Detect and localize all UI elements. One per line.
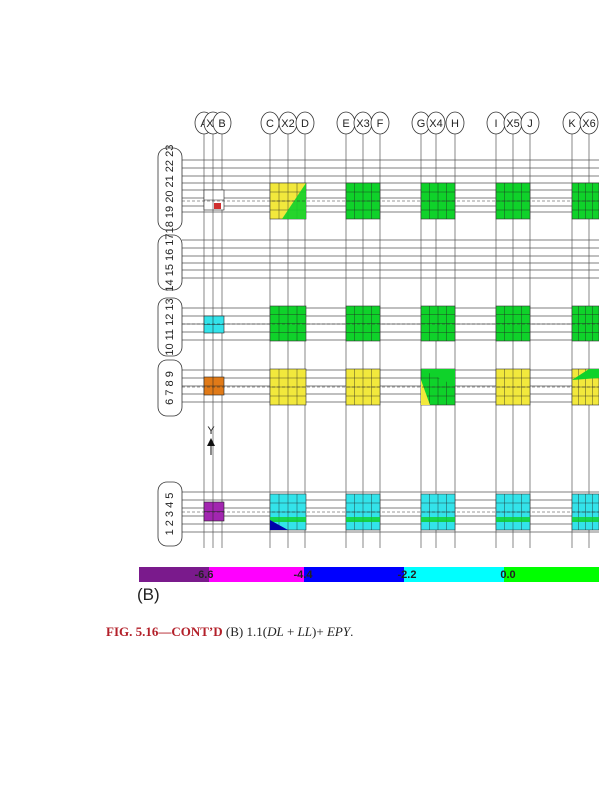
top-grid-bubble-label: X4 bbox=[429, 118, 442, 130]
caption-prefix: 1.1( bbox=[246, 624, 268, 639]
top-grid-bubble-label: F bbox=[377, 118, 384, 130]
left-grid-bubble-group bbox=[157, 147, 183, 231]
caption-term-dl: DL bbox=[267, 624, 284, 639]
caption-end: . bbox=[350, 624, 354, 639]
top-grid-bubble-label: H bbox=[451, 118, 459, 130]
contour-gradient-band bbox=[346, 517, 380, 522]
top-grid-bubble-label: E bbox=[342, 118, 349, 130]
contour-gradient-wedge bbox=[421, 369, 455, 386]
caption-panel: (B) bbox=[225, 624, 244, 639]
contour-gradient-band bbox=[496, 517, 530, 522]
contour-gradient-wedge bbox=[572, 369, 599, 380]
top-grid-bubble-label: G bbox=[417, 118, 426, 130]
left-grid-bubble-group bbox=[157, 297, 183, 357]
top-grid-bubble-label: X6 bbox=[582, 118, 595, 130]
left-grid-bubble-label: 18 19 20 21 22 23 bbox=[164, 145, 176, 234]
top-grid-bubble-label: X2 bbox=[281, 118, 294, 130]
left-grid-bubble-label: 14 15 16 17 bbox=[164, 233, 176, 291]
left-grid-bubble-label: 1 2 3 4 5 bbox=[164, 493, 176, 536]
color-scale-segment bbox=[139, 567, 209, 582]
y-axis-label: Y bbox=[207, 425, 215, 437]
left-grid-bubble-label: 10 11 12 13 bbox=[164, 298, 176, 355]
contour-gradient-band bbox=[270, 517, 306, 522]
color-scale-label: -6.6 bbox=[195, 569, 214, 581]
top-grid-bubble-label: X5 bbox=[506, 118, 519, 130]
color-scale-segment bbox=[209, 567, 304, 582]
color-scale-label: -2.2 bbox=[398, 569, 417, 581]
caption-mid: )+ bbox=[312, 624, 327, 639]
top-grid-bubble-label: J bbox=[527, 118, 533, 130]
y-axis-arrowhead bbox=[207, 438, 215, 446]
patch-accent bbox=[214, 203, 221, 209]
contour-gradient-wedge bbox=[270, 520, 288, 530]
contour-gradient-band bbox=[572, 517, 599, 522]
top-grid-bubble-label: C bbox=[266, 118, 274, 130]
panel-label: (B) bbox=[137, 585, 160, 604]
figure-label: FIG. 5.16—CONT’D bbox=[106, 624, 223, 639]
left-grid-bubble-group bbox=[157, 481, 183, 547]
figure-caption: FIG. 5.16—CONT’D (B) 1.1(DL + LL)+ EPY. bbox=[106, 624, 353, 640]
color-scale-label: 0.0 bbox=[500, 569, 515, 581]
top-grid-bubble-label: X3 bbox=[356, 118, 369, 130]
left-grid-bubble-group bbox=[157, 234, 183, 291]
top-grid-bubble-label: K bbox=[568, 118, 576, 130]
contour-gradient-band bbox=[421, 517, 455, 522]
caption-plus: + bbox=[283, 624, 298, 639]
caption-term-ll: LL bbox=[297, 624, 313, 639]
top-grid-bubble-label: B bbox=[218, 118, 225, 130]
top-grid-bubble-label: D bbox=[301, 118, 309, 130]
contour-gradient-wedge bbox=[421, 380, 430, 405]
color-scale-segment bbox=[304, 567, 404, 582]
color-scale-segment bbox=[404, 567, 504, 582]
left-grid-bubble-label: 6 7 8 9 bbox=[164, 371, 176, 405]
color-scale-segment bbox=[504, 567, 599, 582]
top-grid-bubble-label: I bbox=[494, 118, 497, 130]
caption-term-epy: EPY bbox=[326, 624, 351, 639]
color-scale-label: -4.4 bbox=[294, 569, 314, 581]
left-grid-bubble-group bbox=[157, 359, 183, 417]
